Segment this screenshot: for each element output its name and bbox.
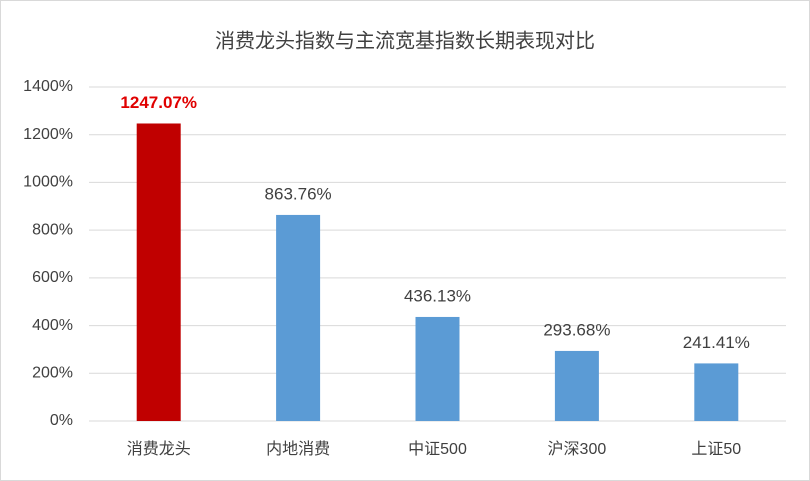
y-tick-label: 200% xyxy=(32,365,73,382)
y-tick-label: 1200% xyxy=(23,126,73,143)
y-tick-label: 1400% xyxy=(23,78,73,95)
y-tick-label: 800% xyxy=(32,221,73,238)
x-tick-label: 中证500 xyxy=(408,440,467,458)
x-tick-label: 沪深300 xyxy=(548,440,607,458)
x-tick-label: 消费龙头 xyxy=(127,440,191,458)
y-tick-label: 1000% xyxy=(23,174,73,191)
value-label: 1247.07% xyxy=(120,93,197,112)
x-tick-label: 内地消费 xyxy=(266,440,330,458)
bar xyxy=(276,214,321,421)
y-tick-label: 0% xyxy=(50,412,73,429)
y-tick-label: 400% xyxy=(32,317,73,334)
chart-title: 消费龙头指数与主流宽基指数长期表现对比 xyxy=(215,29,595,52)
value-label: 293.68% xyxy=(543,320,610,339)
bar xyxy=(694,363,739,421)
value-label: 241.41% xyxy=(683,333,750,352)
y-tick-label: 600% xyxy=(32,269,73,286)
bar xyxy=(136,123,181,421)
value-label: 436.13% xyxy=(404,286,471,305)
value-label: 863.76% xyxy=(265,184,332,203)
bar xyxy=(554,350,599,421)
x-tick-label: 上证50 xyxy=(691,440,741,458)
bar xyxy=(415,316,460,421)
